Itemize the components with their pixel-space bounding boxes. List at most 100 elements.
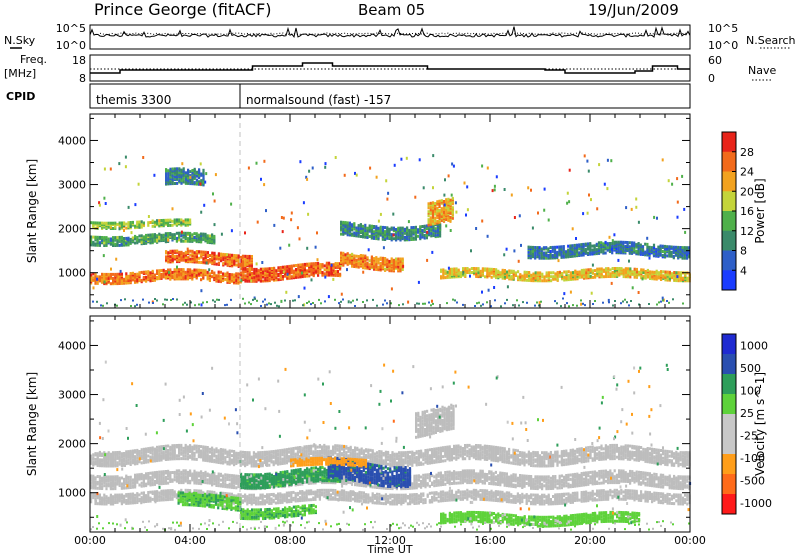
- data-cell: [481, 220, 483, 223]
- data-cell: [445, 218, 447, 221]
- data-cell: [204, 446, 206, 449]
- data-cell: [677, 216, 679, 219]
- data-cell: [224, 278, 226, 281]
- data-cell: [373, 230, 375, 233]
- data-cell: [388, 269, 390, 272]
- data-cell: [198, 238, 200, 241]
- data-cell: [364, 263, 366, 266]
- data-cell: [160, 454, 162, 457]
- data-cell: [224, 449, 226, 452]
- data-cell: [364, 267, 366, 270]
- data-cell: [211, 458, 213, 461]
- data-cell: [114, 278, 116, 281]
- data-cell: [347, 233, 349, 236]
- data-cell: [294, 299, 296, 301]
- data-cell: [622, 241, 624, 244]
- data-cell: [286, 448, 288, 451]
- data-cell: [374, 452, 376, 455]
- data-cell: [592, 276, 594, 279]
- data-cell: [198, 250, 200, 253]
- data-cell: [393, 259, 395, 262]
- data-cell: [94, 236, 96, 239]
- data-cell: [494, 188, 496, 191]
- data-cell: [668, 302, 670, 304]
- data-cell: [134, 273, 136, 276]
- data-cell: [622, 301, 624, 303]
- data-cell: [270, 303, 272, 305]
- data-cell: [291, 212, 293, 215]
- data-cell: [171, 220, 173, 223]
- data-cell: [153, 174, 155, 177]
- data-cell: [410, 237, 412, 240]
- data-cell: [112, 227, 114, 230]
- data-cell: [240, 279, 242, 282]
- data-cell: [686, 257, 688, 260]
- data-cell: [169, 250, 171, 253]
- data-cell: [638, 291, 640, 294]
- data-cell: [191, 172, 193, 175]
- data-cell: [495, 268, 497, 271]
- data-cell: [377, 229, 379, 232]
- data-cell: [428, 218, 430, 221]
- data-cell: [271, 267, 273, 270]
- data-cell: [393, 227, 395, 230]
- data-cell: [189, 176, 191, 179]
- data-cell: [638, 271, 640, 274]
- data-cell: [242, 454, 244, 457]
- data-cell: [127, 450, 129, 453]
- data-cell: [369, 224, 371, 227]
- data-cell: [249, 276, 251, 279]
- data-cell: [460, 275, 462, 278]
- data-cell: [301, 272, 303, 275]
- data-cell: [430, 206, 432, 209]
- data-cell: [565, 250, 567, 253]
- data-cell: [298, 295, 300, 298]
- data-cell: [244, 257, 246, 260]
- colorbar-segment: [722, 132, 736, 152]
- data-cell: [163, 451, 165, 454]
- data-cell: [376, 462, 378, 465]
- data-cell: [231, 229, 233, 232]
- data-cell: [362, 225, 364, 228]
- data-cell: [303, 457, 305, 460]
- data-cell: [664, 256, 666, 259]
- data-cell: [231, 273, 233, 276]
- data-cell: [198, 304, 200, 306]
- data-cell: [405, 451, 407, 454]
- data-cell: [603, 269, 605, 272]
- data-cell: [174, 221, 176, 224]
- data-cell: [475, 272, 477, 275]
- data-cell: [431, 300, 433, 303]
- cpid-segment-label: normalsound (fast) -157: [246, 93, 391, 107]
- data-cell: [114, 457, 116, 460]
- data-cell: [361, 450, 363, 453]
- data-cell: [645, 277, 647, 280]
- data-cell: [328, 445, 330, 448]
- data-cell: [125, 450, 127, 453]
- data-cell: [299, 450, 301, 453]
- data-cell: [326, 262, 328, 265]
- data-cell: [377, 266, 379, 269]
- data-cell: [574, 247, 576, 250]
- data-cell: [450, 229, 452, 232]
- data-cell: [658, 275, 660, 278]
- data-cell: [387, 451, 389, 454]
- data-cell: [147, 459, 149, 462]
- data-cell: [326, 268, 328, 271]
- data-cell: [276, 305, 278, 307]
- data-cell: [277, 278, 279, 281]
- data-cell: [609, 268, 611, 271]
- data-cell: [169, 446, 171, 449]
- data-cell: [662, 297, 664, 300]
- data-cell: [204, 269, 206, 272]
- data-cell: [138, 235, 140, 238]
- data-cell: [418, 303, 420, 305]
- data-cell: [596, 248, 598, 251]
- data-cell: [362, 264, 364, 267]
- data-cell: [119, 244, 121, 247]
- data-cell: [308, 301, 310, 303]
- data-cell: [612, 267, 614, 270]
- data-cell: [121, 282, 123, 285]
- data-cell: [178, 232, 180, 235]
